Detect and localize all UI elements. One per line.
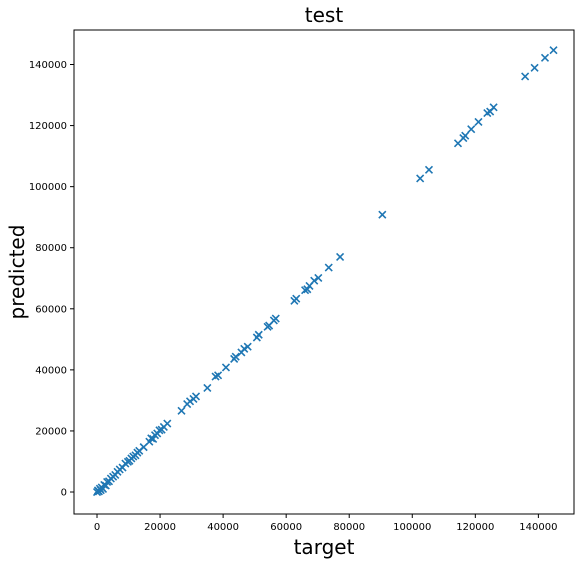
data-point-76 — [530, 63, 539, 72]
data-point-45 — [231, 352, 240, 361]
y-tick-label-3: 60000 — [35, 304, 67, 315]
data-point-71 — [474, 117, 483, 126]
y-tick-label-6: 120000 — [29, 121, 67, 132]
data-point-74 — [489, 103, 498, 112]
x-tick-label-2: 40000 — [207, 522, 239, 533]
x-tick-label-6: 120000 — [456, 522, 494, 533]
data-point-64 — [378, 210, 387, 219]
data-point-63 — [336, 252, 345, 261]
data-point-69 — [461, 131, 470, 140]
y-tick-label-4: 80000 — [35, 243, 67, 254]
y-axis-label: predicted — [5, 225, 29, 320]
data-point-66 — [424, 165, 434, 174]
data-point-78 — [549, 46, 558, 55]
data-point-70 — [467, 125, 476, 134]
y-tick-label-5: 100000 — [29, 182, 67, 193]
y-tick-label-1: 20000 — [35, 426, 67, 437]
data-point-62 — [324, 263, 333, 272]
x-tick-label-5: 100000 — [393, 522, 431, 533]
data-point-34 — [163, 419, 172, 428]
data-point-48 — [243, 342, 252, 351]
plot-frame — [73, 29, 575, 515]
x-tick-label-3: 60000 — [270, 522, 302, 533]
x-tick-label-4: 80000 — [333, 522, 365, 533]
x-tick-label-7: 140000 — [519, 522, 557, 533]
x-axis: 0 20000 40000 60000 80000 100000 120000 140000 — [94, 514, 557, 533]
chart-title: test — [305, 3, 344, 27]
x-axis-label: target — [294, 535, 355, 559]
x-tick-label-1: 20000 — [144, 522, 176, 533]
data-point-42 — [214, 371, 223, 380]
x-tick-label-0: 0 — [94, 522, 100, 533]
y-tick-label-7: 140000 — [29, 60, 67, 71]
y-tick-label-2: 40000 — [35, 365, 67, 376]
data-point-40 — [203, 383, 212, 392]
data-point-54 — [271, 314, 280, 323]
data-point-41 — [211, 372, 220, 381]
data-point-61 — [314, 273, 323, 283]
data-point-60 — [310, 276, 319, 285]
y-axis: 0 20000 40000 60000 80000 100000 120000 140000 — [29, 60, 74, 499]
data-point-56 — [292, 294, 301, 303]
scatter-points — [92, 46, 558, 497]
data-point-35 — [177, 406, 186, 415]
data-point-75 — [521, 72, 530, 81]
data-point-50 — [254, 330, 263, 339]
data-point-39 — [191, 392, 201, 401]
y-tick-label-0: 0 — [61, 488, 67, 499]
data-point-43 — [221, 363, 231, 372]
data-point-77 — [540, 53, 550, 62]
data-point-65 — [416, 174, 425, 183]
